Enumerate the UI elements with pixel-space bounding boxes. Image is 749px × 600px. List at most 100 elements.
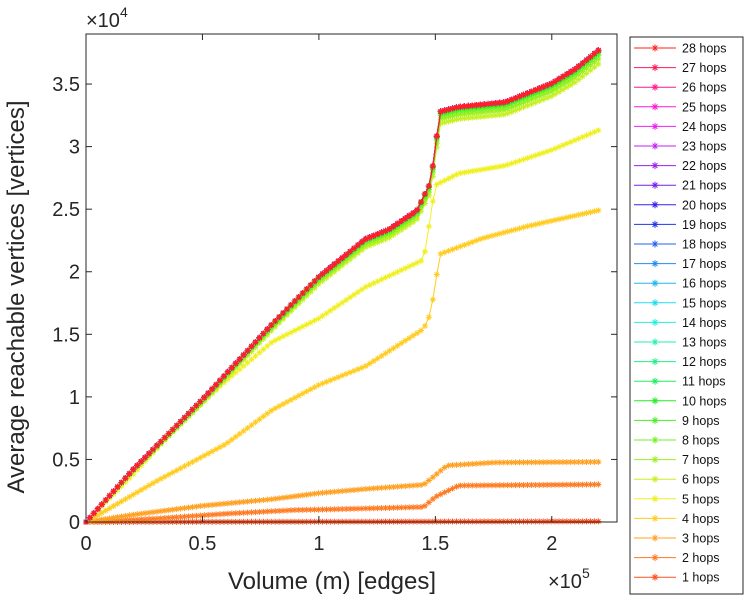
data-point-marker bbox=[536, 93, 543, 100]
data-point-marker bbox=[240, 351, 247, 358]
data-point-marker bbox=[449, 105, 456, 112]
data-point-marker bbox=[118, 498, 125, 505]
data-point-marker bbox=[512, 482, 519, 489]
data-point-marker bbox=[540, 219, 547, 226]
data-point-marker bbox=[106, 515, 113, 522]
legend-marker bbox=[651, 397, 659, 405]
data-point-marker bbox=[339, 299, 346, 306]
legend-item: 26 hops bbox=[634, 81, 726, 95]
legend-label: 8 hops bbox=[682, 434, 720, 448]
data-point-marker bbox=[138, 516, 145, 523]
plot-area bbox=[83, 33, 618, 525]
data-point-marker bbox=[150, 446, 157, 453]
data-point-marker bbox=[130, 471, 137, 478]
data-point-marker bbox=[575, 211, 582, 218]
data-point-marker bbox=[307, 506, 314, 513]
data-point-marker bbox=[177, 418, 184, 425]
data-point-marker bbox=[575, 63, 582, 70]
data-point-marker bbox=[587, 130, 594, 137]
data-point-marker bbox=[224, 500, 231, 507]
data-point-marker bbox=[508, 518, 515, 525]
data-point-marker bbox=[461, 111, 468, 118]
legend-label: 6 hops bbox=[682, 473, 720, 487]
series-line bbox=[85, 49, 599, 523]
data-point-marker bbox=[351, 245, 358, 252]
data-point-marker bbox=[567, 68, 574, 75]
data-point-marker bbox=[477, 482, 484, 489]
data-point-marker bbox=[414, 482, 421, 489]
data-point-marker bbox=[571, 518, 578, 525]
data-point-marker bbox=[571, 459, 578, 466]
data-point-marker bbox=[492, 231, 499, 238]
data-point-marker bbox=[512, 459, 519, 466]
data-point-marker bbox=[366, 485, 373, 492]
data-point-marker bbox=[146, 515, 153, 522]
legend-label: 20 hops bbox=[682, 198, 726, 212]
data-point-marker bbox=[524, 102, 531, 109]
legend-label: 10 hops bbox=[682, 394, 726, 408]
data-point-marker bbox=[394, 229, 401, 236]
data-point-marker bbox=[425, 314, 432, 321]
data-point-marker bbox=[339, 254, 346, 261]
data-point-marker bbox=[287, 493, 294, 500]
y-tick-label: 2 bbox=[69, 262, 80, 284]
data-point-marker bbox=[370, 240, 377, 247]
legend-label: 15 hops bbox=[682, 296, 726, 310]
data-point-marker bbox=[256, 334, 263, 341]
data-point-marker bbox=[402, 224, 409, 231]
data-point-marker bbox=[552, 217, 559, 224]
data-point-marker bbox=[552, 481, 559, 488]
legend-marker bbox=[651, 220, 659, 228]
data-point-marker bbox=[295, 325, 302, 332]
legend-item: 18 hops bbox=[634, 238, 726, 252]
data-point-marker bbox=[161, 514, 168, 521]
legend-label: 22 hops bbox=[682, 159, 726, 173]
data-point-marker bbox=[481, 113, 488, 120]
data-point-marker bbox=[504, 161, 511, 168]
data-point-marker bbox=[445, 487, 452, 494]
data-point-marker bbox=[378, 237, 385, 244]
data-point-marker bbox=[532, 152, 539, 159]
data-point-marker bbox=[465, 110, 472, 117]
data-point-marker bbox=[343, 370, 350, 377]
data-point-marker bbox=[307, 386, 314, 393]
data-point-marker bbox=[500, 162, 507, 169]
legend-label: 26 hops bbox=[682, 81, 726, 95]
data-point-marker bbox=[126, 470, 133, 477]
data-point-marker bbox=[402, 483, 409, 490]
data-point-marker bbox=[173, 506, 180, 513]
data-point-marker bbox=[150, 480, 157, 487]
data-point-marker bbox=[540, 91, 547, 98]
data-point-marker bbox=[398, 483, 405, 490]
data-point-marker bbox=[252, 353, 259, 359]
legend-marker bbox=[651, 514, 659, 522]
data-point-marker bbox=[651, 514, 659, 522]
x-tick-label: 1.5 bbox=[421, 533, 449, 555]
data-point-marker bbox=[528, 459, 535, 466]
data-point-marker bbox=[425, 499, 432, 506]
data-point-marker bbox=[473, 482, 480, 489]
data-point-marker bbox=[390, 223, 397, 230]
data-point-marker bbox=[213, 446, 220, 453]
data-point-marker bbox=[496, 459, 503, 466]
data-point-marker bbox=[173, 467, 180, 474]
data-point-marker bbox=[567, 518, 574, 525]
data-point-marker bbox=[651, 475, 659, 483]
data-point-marker bbox=[410, 504, 417, 511]
legend-marker bbox=[651, 573, 659, 581]
data-point-marker bbox=[185, 461, 192, 468]
data-point-marker bbox=[555, 459, 562, 466]
data-point-marker bbox=[587, 458, 594, 465]
legend-marker bbox=[651, 83, 659, 91]
data-point-marker bbox=[425, 182, 432, 189]
data-point-marker bbox=[209, 501, 216, 508]
data-point-marker bbox=[651, 318, 659, 326]
data-point-marker bbox=[496, 518, 503, 525]
data-point-marker bbox=[358, 486, 365, 493]
series-line bbox=[85, 49, 599, 523]
data-point-marker bbox=[134, 516, 141, 523]
data-point-marker bbox=[122, 475, 129, 482]
data-point-marker bbox=[469, 239, 476, 246]
data-point-marker bbox=[453, 112, 460, 119]
data-point-marker bbox=[358, 238, 365, 245]
